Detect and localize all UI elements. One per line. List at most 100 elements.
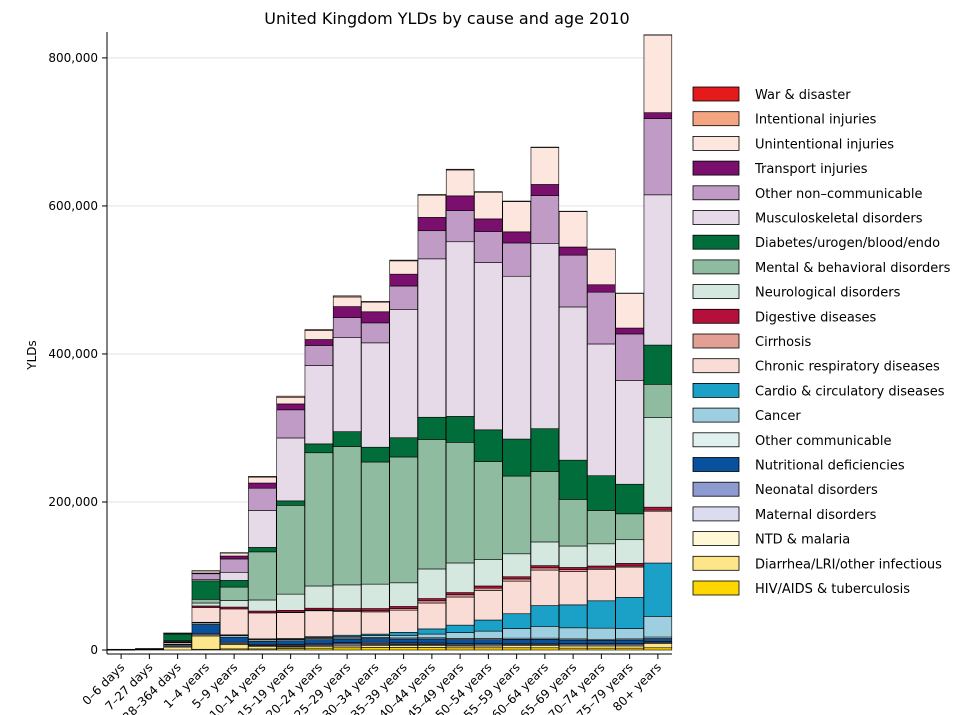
bar-segment [503, 439, 531, 476]
bar-segment [220, 580, 248, 587]
bar-segment [474, 462, 502, 560]
bar-segment [531, 566, 559, 568]
bar-segment [559, 572, 587, 605]
bar-segment [277, 641, 305, 645]
y-tick-label: 200,000 [48, 495, 98, 509]
bar-segment [220, 600, 248, 607]
bar-segment [390, 635, 418, 638]
bar-segment [616, 484, 644, 514]
bar-segment [192, 607, 220, 622]
legend-label: War & disaster [755, 88, 851, 103]
legend-swatch [693, 482, 739, 496]
bar-segment [587, 249, 615, 285]
bars [107, 35, 672, 650]
bar-segment [474, 559, 502, 586]
legend-label: Neonatal disorders [755, 483, 878, 498]
bar-segment [616, 514, 644, 540]
bar-segment [446, 595, 474, 597]
bar-segment [248, 510, 276, 547]
bar-segment [333, 585, 361, 609]
bar-segment [333, 338, 361, 432]
legend-swatch [693, 359, 739, 373]
bar-segment [559, 499, 587, 546]
bar-segment [531, 606, 559, 627]
bar-segment [559, 646, 587, 648]
bar-segment [503, 276, 531, 439]
bar-segment [587, 646, 615, 648]
bar-segment [587, 601, 615, 628]
legend-label: Intentional injuries [755, 113, 877, 128]
bar-segment [474, 648, 502, 650]
bar-segment [220, 572, 248, 580]
legend-label: Mental & behavioral disorders [755, 261, 951, 276]
bar-segment [418, 195, 446, 217]
legend-swatch [693, 556, 739, 570]
bar-segment [361, 639, 389, 643]
legend-swatch [693, 581, 739, 595]
bar-segment [559, 628, 587, 639]
bar-segment [531, 184, 559, 195]
bar-segment [390, 583, 418, 607]
bar-segment [446, 170, 474, 196]
bar-segment [390, 457, 418, 583]
bar-segment [503, 476, 531, 554]
bar-segment [418, 639, 446, 643]
bar-segment [587, 285, 615, 292]
legend: War & disaster Intentional injuries Uninte… [693, 87, 951, 597]
bar-segment [192, 574, 220, 580]
bar-segment [361, 447, 389, 462]
bar-segment [446, 416, 474, 442]
legend-swatch [693, 285, 739, 299]
legend-label: Neurological disorders [755, 286, 901, 301]
legend-label: HIV/AIDS & tuberculosis [755, 582, 910, 597]
bar-segment [277, 397, 305, 404]
bar-segment [390, 260, 418, 261]
bar-segment [559, 567, 587, 569]
legend-swatch [693, 186, 739, 200]
bar-segment [531, 639, 559, 643]
bar-segment [446, 648, 474, 650]
bar-segment [503, 554, 531, 577]
bar-segment [305, 640, 333, 644]
bar-segment [361, 302, 389, 312]
bar-segment [248, 552, 276, 600]
bar-segment [503, 629, 531, 639]
bar-segment [616, 328, 644, 334]
bar-segment [587, 640, 615, 643]
bar-segment [277, 613, 305, 639]
bar-segment [390, 632, 418, 635]
bar-segment [616, 381, 644, 485]
bar-segment [390, 639, 418, 643]
bar-segment [531, 147, 559, 184]
bar-segment [644, 195, 672, 345]
bar-segment [277, 505, 305, 594]
bar-segment [164, 647, 192, 650]
bar-segment [531, 196, 559, 244]
legend-label: Maternal disorders [755, 508, 877, 523]
bar-segment [390, 261, 418, 274]
bar-segment [446, 563, 474, 593]
bar-segment [559, 546, 587, 567]
bar-segment [587, 570, 615, 601]
bar-segment [474, 263, 502, 430]
bar-segment [474, 590, 502, 620]
bar-segment [644, 648, 672, 650]
bar-segment [390, 286, 418, 310]
y-axis: 0 200,000 400,000 600,000 800,000 [48, 32, 107, 657]
bar-segment [503, 639, 531, 643]
legend-label: Digestive diseases [755, 310, 877, 325]
bar-segment [644, 113, 672, 119]
bar-segment [192, 624, 220, 633]
bar-segment [644, 639, 672, 642]
bar-segment [248, 477, 276, 483]
bar-segment [220, 559, 248, 572]
bar-segment [559, 460, 587, 499]
bar-segment [305, 586, 333, 608]
legend-swatch [693, 334, 739, 348]
legend-label: Cirrhosis [755, 335, 811, 350]
bar-segment [446, 169, 474, 170]
bar-segment [277, 594, 305, 610]
legend-swatch [693, 235, 739, 249]
bar-segment [305, 365, 333, 443]
legend-label: Diabetes/urogen/blood/endo [755, 236, 940, 251]
